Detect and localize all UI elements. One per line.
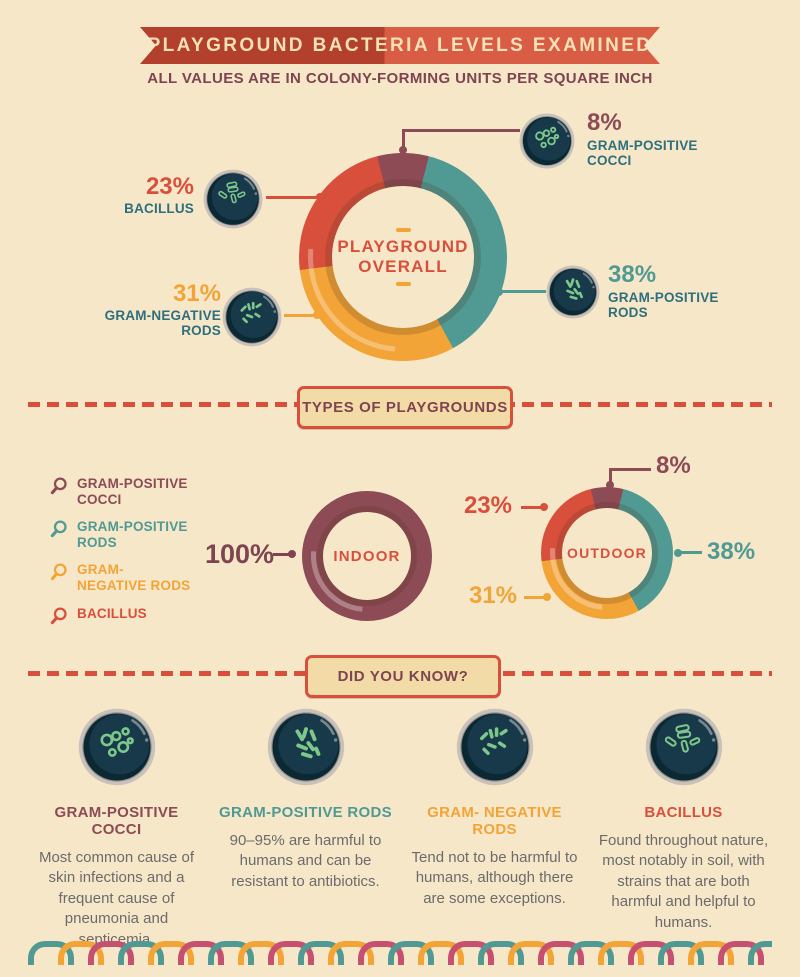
connector-dot-indoor (288, 550, 296, 558)
page-subtitle: ALL VALUES ARE IN COLONY-FORMING UNITS P… (147, 70, 653, 87)
fact-cards: GRAM-POSITIVE COCCI Most common cause of… (30, 708, 770, 950)
connector-line-cocci (402, 129, 405, 149)
card-text: 90–95% are harmful to humans and can be … (229, 832, 382, 890)
card-title: GRAM- NEGATIVE RODS (427, 804, 562, 838)
overall-pct-gpr: 38% (608, 261, 657, 288)
legend-item-cocci: GRAM-POSITIVE COCCI (48, 476, 193, 507)
dyk-section-heading: DID YOU KNOW? (337, 668, 469, 685)
connector-dot-outdoor-gnr (543, 593, 551, 601)
legend-label: GRAM-POSITIVE COCCI (77, 476, 188, 507)
overall-pct-bacillus: 23% (145, 173, 194, 200)
legend-item-gpr: GRAM-POSITIVE RODS (48, 519, 193, 550)
petri-dish-gpr-icon (546, 265, 600, 319)
legend-label: BACILLUS (77, 606, 147, 621)
outdoor-pct-cocci: 8% (656, 452, 691, 479)
connector-dot-outdoor-bacillus (540, 503, 548, 511)
connector-dot-gpr (495, 288, 503, 296)
fact-card-gnr: GRAM- NEGATIVE RODS Tend not to be harmf… (408, 708, 581, 950)
connector-line-cocci (402, 129, 520, 132)
connector-dot-outdoor-cocci (606, 481, 614, 489)
magnifier-icon (48, 561, 69, 584)
dyk-section-heading-box: DID YOU KNOW? (305, 655, 501, 698)
overall-donut-chart: PLAYGROUND OVERALL (269, 123, 537, 391)
overall-label-gpr: GRAM-POSITIVE RODS (608, 290, 719, 321)
outdoor-pct-gnr: 31% (468, 582, 517, 609)
card-text: Found throughout nature, most notably in… (598, 832, 769, 931)
connector-line-outdoor-gnr (524, 596, 546, 599)
petri-dish-gnr-icon (222, 287, 282, 347)
connector-line-outdoor-cocci (609, 468, 612, 483)
outdoor-pct-gpr: 38% (707, 538, 756, 565)
overall-label-bacillus: BACILLUS (124, 201, 194, 216)
indoor-donut-hole: INDOOR (323, 512, 411, 600)
petri-dish-cocci-icon (30, 708, 203, 786)
connector-dot-outdoor-gpr (674, 549, 682, 557)
connector-dot-gnr (313, 311, 321, 319)
overall-label-cocci: GRAM-POSITIVE COCCI (587, 138, 698, 169)
page-title: PLAYGROUND BACTERIA LEVELS EXAMINED (147, 34, 653, 56)
overall-label-gnr: GRAM-NEGATIVE RODS (104, 308, 221, 339)
legend-item-bacillus: BACILLUS (48, 606, 193, 628)
connector-line-gpr (501, 290, 546, 293)
types-section-heading: TYPES OF PLAYGROUNDS (302, 399, 508, 416)
indoor-donut-chart: INDOOR (288, 477, 446, 635)
overall-pct-gnr: 31% (172, 280, 221, 307)
legend-label: GRAM-NEGATIVE RODS (77, 562, 191, 593)
legend-item-gnr: GRAM-NEGATIVE RODS (48, 562, 193, 593)
types-section-heading-box: TYPES OF PLAYGROUNDS (297, 386, 513, 429)
fact-card-bacillus: BACILLUS Found throughout nature, most n… (597, 708, 770, 950)
overall-donut-hole: PLAYGROUND OVERALL (332, 186, 474, 328)
petri-dish-cocci-icon (519, 113, 575, 169)
indoor-pct: 100% (205, 539, 275, 569)
outdoor-donut-title: OUTDOOR (567, 545, 647, 561)
connector-dot-cocci (399, 146, 407, 154)
connector-line-outdoor-cocci (609, 468, 651, 471)
dash-accent (395, 228, 411, 232)
card-title: GRAM-POSITIVE COCCI (54, 804, 179, 838)
card-text: Tend not to be harmful to humans, althou… (411, 849, 578, 907)
title-ribbon: PLAYGROUND BACTERIA LEVELS EXAMINED (140, 27, 660, 64)
card-title: BACILLUS (644, 804, 723, 821)
petri-dish-gnr-icon (408, 708, 581, 786)
petri-dish-bacillus-icon (597, 708, 770, 786)
indoor-donut-title: INDOOR (333, 547, 401, 565)
dash-accent (395, 282, 411, 286)
scallop-border (28, 941, 772, 965)
connector-line-gnr (284, 314, 318, 317)
connector-dot-bacillus (316, 193, 324, 201)
magnifier-icon (48, 475, 69, 498)
overall-donut-title: PLAYGROUND OVERALL (337, 237, 469, 276)
magnifier-icon (48, 605, 69, 628)
outdoor-donut-chart: OUTDOOR (526, 472, 688, 634)
card-text: Most common cause of skin infections and… (38, 849, 195, 948)
petri-dish-gpr-icon (219, 708, 392, 786)
legend-label: GRAM-POSITIVE RODS (77, 519, 188, 550)
petri-dish-bacillus-icon (203, 169, 263, 229)
connector-line-indoor (273, 553, 291, 556)
connector-line-outdoor-gpr (680, 551, 702, 554)
card-title: GRAM-POSITIVE RODS (219, 804, 392, 821)
fact-card-gpr: GRAM-POSITIVE RODS 90–95% are harmful to… (219, 708, 392, 950)
outdoor-pct-bacillus: 23% (463, 492, 512, 519)
connector-line-bacillus (266, 196, 320, 199)
magnifier-icon (48, 518, 69, 541)
connector-line-outdoor-bacillus (521, 506, 543, 509)
overall-pct-cocci: 8% (587, 109, 622, 136)
outdoor-donut-hole: OUTDOOR (562, 508, 652, 598)
fact-card-cocci: GRAM-POSITIVE COCCI Most common cause of… (30, 708, 203, 950)
